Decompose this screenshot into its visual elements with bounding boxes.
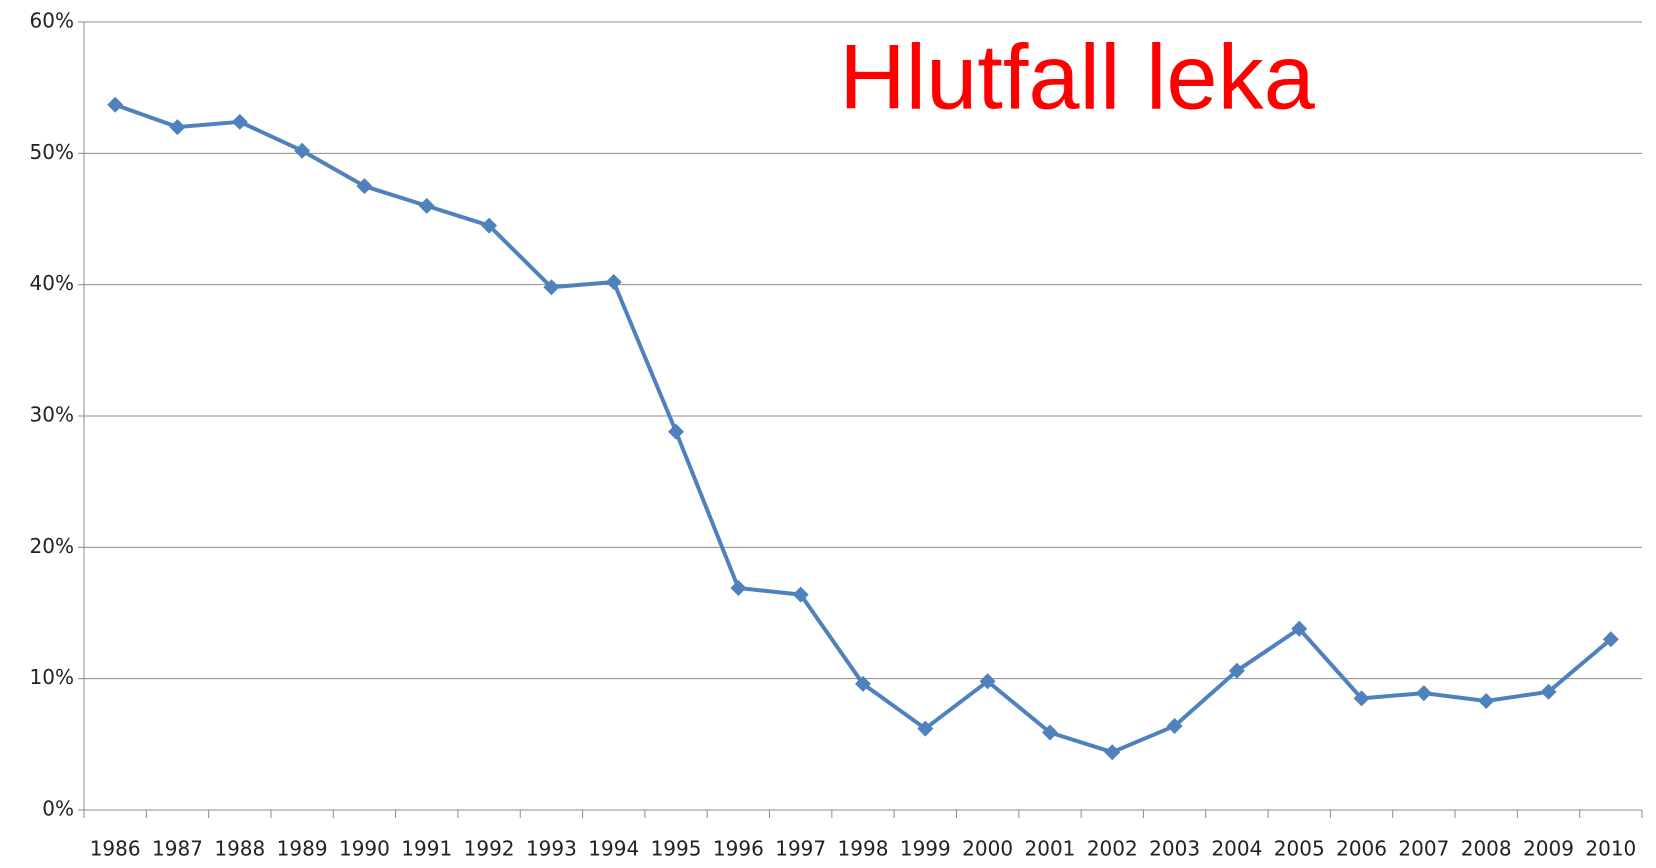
marker — [1228, 662, 1245, 679]
x-tick-label: 2005 — [1274, 837, 1325, 861]
x-tick-label: 1992 — [464, 837, 515, 861]
y-tick-label: 60% — [30, 9, 74, 33]
y-tick-label: 40% — [30, 271, 74, 295]
x-tick-label: 1994 — [588, 837, 639, 861]
marker — [481, 217, 498, 234]
x-tick-label: 1991 — [401, 837, 452, 861]
marker — [1478, 692, 1495, 709]
x-tick-label: 1989 — [277, 837, 328, 861]
marker — [1415, 685, 1432, 702]
marker — [231, 113, 248, 130]
x-tick-label: 2001 — [1025, 837, 1076, 861]
marker — [1540, 683, 1557, 700]
x-tick-label: 1987 — [152, 837, 203, 861]
y-tick-label: 0% — [42, 797, 74, 821]
x-tick-label: 1998 — [838, 837, 889, 861]
marker — [1104, 744, 1121, 761]
x-tick-label: 2004 — [1211, 837, 1262, 861]
marker — [1041, 724, 1058, 741]
chart-title: Hlutfall leka — [839, 26, 1315, 128]
marker — [979, 673, 996, 690]
marker — [730, 580, 747, 597]
marker — [605, 274, 622, 291]
marker — [169, 119, 186, 136]
marker — [418, 197, 435, 214]
y-tick-label: 20% — [30, 534, 74, 558]
x-tick-label: 2003 — [1149, 837, 1200, 861]
x-tick-label: 2009 — [1523, 837, 1574, 861]
x-tick-label: 1993 — [526, 837, 577, 861]
marker — [1291, 620, 1308, 637]
x-tick-label: 1997 — [775, 837, 826, 861]
x-tick-label: 1996 — [713, 837, 764, 861]
y-tick-label: 50% — [30, 140, 74, 164]
marker — [543, 279, 560, 296]
marker — [1602, 631, 1619, 648]
x-tick-label: 1986 — [90, 837, 141, 861]
x-tick-label: 2008 — [1461, 837, 1512, 861]
x-tick-label: 2002 — [1087, 837, 1138, 861]
x-tick-label: 1990 — [339, 837, 390, 861]
x-tick-label: 1988 — [214, 837, 265, 861]
marker — [294, 142, 311, 159]
line — [114, 102, 1613, 755]
x-tick-label: 2000 — [962, 837, 1013, 861]
marker — [668, 423, 685, 440]
marker — [1166, 717, 1183, 734]
marker — [917, 720, 934, 737]
x-tick-label: 2006 — [1336, 837, 1387, 861]
x-tick-label: 1995 — [651, 837, 702, 861]
y-tick-label: 10% — [30, 665, 74, 689]
marker — [107, 96, 124, 113]
marker — [792, 586, 809, 603]
y-tick-label: 30% — [30, 403, 74, 427]
x-tick-label: 1999 — [900, 837, 951, 861]
x-tick-label: 2010 — [1585, 837, 1636, 861]
marker — [855, 675, 871, 692]
x-tick-label: 2007 — [1398, 837, 1449, 861]
marker — [356, 178, 373, 195]
marker — [1353, 690, 1370, 707]
